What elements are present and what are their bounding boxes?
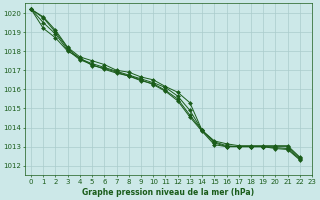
- X-axis label: Graphe pression niveau de la mer (hPa): Graphe pression niveau de la mer (hPa): [83, 188, 255, 197]
